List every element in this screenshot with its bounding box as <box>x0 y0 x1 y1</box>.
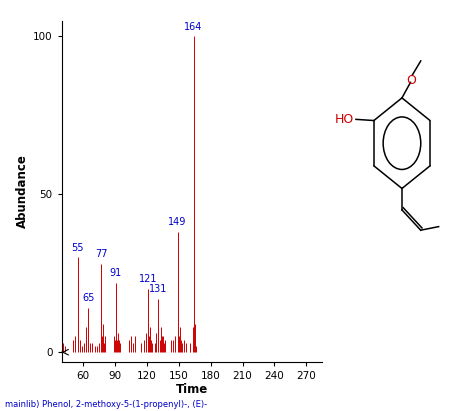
Text: mainlib) Phenol, 2-methoxy-5-(1-propenyl)-, (E)-: mainlib) Phenol, 2-methoxy-5-(1-propenyl… <box>5 400 207 409</box>
Text: HO: HO <box>335 113 354 126</box>
Text: 131: 131 <box>149 284 168 294</box>
Text: 65: 65 <box>82 293 94 303</box>
Text: 164: 164 <box>184 22 203 32</box>
Text: 77: 77 <box>95 249 107 259</box>
Text: 91: 91 <box>110 268 122 278</box>
Text: 149: 149 <box>168 217 187 227</box>
Y-axis label: Abundance: Abundance <box>16 154 29 228</box>
X-axis label: Time: Time <box>176 383 208 397</box>
Text: 121: 121 <box>138 274 157 284</box>
Text: 55: 55 <box>71 243 84 253</box>
Text: O: O <box>406 74 416 87</box>
